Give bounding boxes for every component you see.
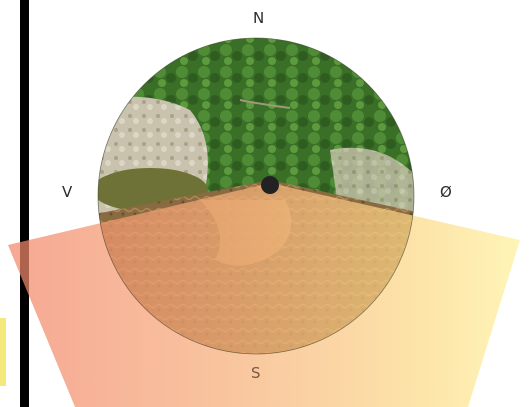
north-label: N <box>253 9 265 27</box>
west-label: V <box>62 183 73 201</box>
south-label: S <box>251 364 261 382</box>
left-edge-sliver <box>0 318 6 386</box>
left-frame-bar <box>20 0 29 407</box>
viewer-position-marker[interactable] <box>261 176 279 194</box>
map-ring <box>97 37 415 355</box>
trail-line <box>239 99 291 109</box>
east-label: Ø <box>440 183 452 201</box>
view-cone <box>8 183 520 407</box>
